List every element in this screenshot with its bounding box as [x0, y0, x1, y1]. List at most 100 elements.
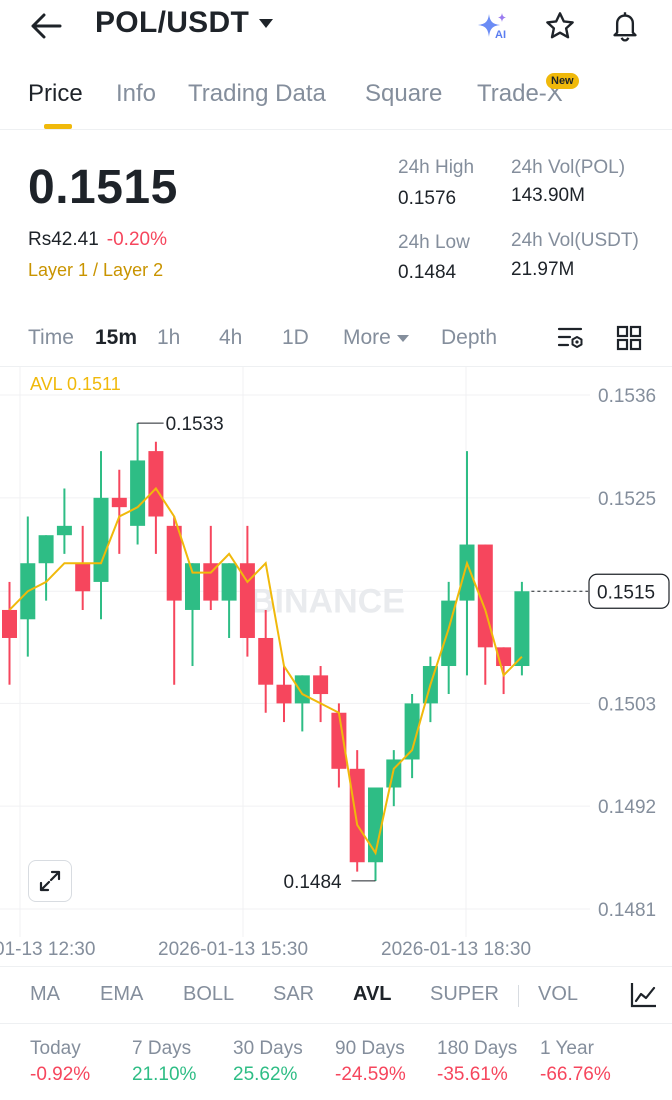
price-sub: Rs42.41 -0.20% [28, 229, 167, 251]
pair-selector[interactable]: POL/USDT [95, 6, 274, 40]
ai-sparkle-icon[interactable]: AI [474, 6, 514, 46]
perf-label-today: Today [30, 1038, 81, 1059]
expand-icon [39, 870, 61, 892]
caret-down-icon [396, 334, 409, 342]
high-marker-label: 0.1533 [166, 414, 224, 435]
interval-1d[interactable]: 1D [282, 326, 309, 349]
candle-body [276, 684, 292, 704]
price-chart[interactable]: BINANCE 0.1536 0.1525 0.1503 0.1492 0.1481 0.1… [0, 366, 672, 966]
candlestick-chart: BINANCE 0.1536 0.1525 0.1503 0.1492 0.1481 0.1… [0, 367, 670, 960]
indicator-ema[interactable]: EMA [100, 983, 144, 1005]
tab-price[interactable]: Price [28, 80, 83, 107]
active-tab-indicator [44, 124, 72, 129]
candle-body [185, 563, 200, 610]
perf-value-30d: 25.62% [233, 1064, 298, 1085]
24h-vol-quote-label: 24h Vol(USDT) [511, 230, 639, 251]
candle-body [75, 563, 91, 592]
watermark-text: BINANCE [250, 583, 405, 621]
interval-depth[interactable]: Depth [441, 326, 498, 349]
indicator-vol[interactable]: VOL [538, 983, 579, 1005]
candle-body [221, 563, 237, 601]
candle-body [294, 675, 310, 704]
local-currency-price: Rs42.41 [28, 229, 99, 250]
interval-more-label: More [343, 326, 391, 349]
perf-value-today: -0.92% [30, 1064, 91, 1085]
indicator-divider [518, 985, 519, 1007]
interval-more[interactable]: More [343, 326, 409, 350]
perf-label-7d: 7 Days [132, 1038, 192, 1059]
indicator-ma[interactable]: MA [30, 983, 60, 1005]
candle-body [258, 637, 274, 685]
top-bar: POL/USDT AI [0, 0, 672, 56]
24h-low-label: 24h Low [398, 232, 470, 253]
y-tick-label: 0.1492 [598, 797, 656, 818]
candle-body [38, 535, 54, 564]
main-tabs: Price Info Trading Data Square Trade-X N… [0, 73, 672, 130]
expand-chart-button[interactable] [28, 860, 72, 902]
y-tick-label: 0.1481 [598, 900, 656, 921]
candle-body [349, 768, 365, 863]
perf-label-1y: 1 Year [540, 1038, 594, 1059]
y-tick-label: 0.1536 [598, 386, 656, 407]
interval-selector: Time 15m 1h 4h 1D More Depth [0, 322, 672, 356]
y-tick-label: 0.1503 [598, 694, 656, 715]
star-icon[interactable] [540, 6, 580, 46]
candle-body [459, 544, 475, 601]
perf-label-90d: 90 Days [335, 1038, 405, 1059]
candle-body [111, 497, 127, 508]
perf-value-1y: -66.76% [540, 1064, 611, 1085]
24h-high-label: 24h High [398, 157, 475, 178]
avl-indicator-label: AVL 0.1511 [30, 374, 121, 394]
new-badge: New [546, 73, 579, 89]
24h-vol-base-value: 143.90M [511, 185, 585, 206]
back-arrow-icon[interactable] [26, 8, 66, 44]
candle-body [203, 563, 219, 601]
perf-label-30d: 30 Days [233, 1038, 303, 1059]
candle-body [313, 675, 329, 695]
candle-body [239, 563, 255, 638]
indicator-avl[interactable]: AVL [353, 983, 392, 1005]
layout-grid-icon[interactable] [613, 322, 645, 354]
tab-info[interactable]: Info [116, 80, 157, 107]
x-tick-label: 2026-01-13 15:30 [158, 939, 308, 960]
interval-15m[interactable]: 15m [95, 326, 138, 349]
chart-settings-icon[interactable] [555, 322, 587, 354]
line-chart-icon [630, 983, 656, 1008]
svg-text:AI: AI [495, 29, 506, 41]
perf-label-180d: 180 Days [437, 1038, 518, 1059]
candle-body [331, 712, 347, 769]
caret-down-icon [259, 18, 274, 28]
candle-body [368, 787, 383, 863]
24h-vol-base-label: 24h Vol(POL) [511, 157, 626, 178]
indicator-super[interactable]: SUPER [430, 983, 499, 1005]
x-tick-label: 01-13 12:30 [0, 939, 95, 960]
candle-body [2, 609, 17, 638]
indicator-sar[interactable]: SAR [273, 983, 315, 1005]
indicator-boll[interactable]: BOLL [183, 983, 235, 1005]
pair-name: POL/USDT [95, 6, 250, 39]
current-price-label: 0.1515 [597, 582, 655, 603]
candle-body [166, 525, 182, 601]
price-change-percent: -0.20% [106, 229, 167, 250]
tab-trading-data[interactable]: Trading Data [188, 80, 326, 107]
bell-icon[interactable] [605, 6, 645, 46]
perf-value-7d: 21.10% [132, 1064, 197, 1085]
x-tick-label: 2026-01-13 18:30 [381, 939, 531, 960]
candle-body [93, 497, 109, 582]
avl-line [8, 486, 523, 856]
candle-body [404, 703, 420, 760]
tab-square[interactable]: Square [365, 80, 443, 107]
indicator-chart-button[interactable] [616, 975, 672, 1015]
y-tick-label: 0.1525 [598, 489, 656, 510]
interval-1h[interactable]: 1h [157, 326, 181, 349]
indicator-tabs: MA EMA BOLL SAR AVL SUPER VOL M [0, 966, 672, 1024]
interval-4h[interactable]: 4h [219, 326, 243, 349]
last-price: 0.1515 [28, 161, 178, 214]
interval-time[interactable]: Time [28, 326, 74, 349]
24h-vol-quote-value: 21.97M [511, 259, 575, 280]
perf-value-90d: -24.59% [335, 1064, 406, 1085]
24h-low-value: 0.1484 [398, 262, 457, 283]
candle-body [56, 525, 72, 536]
candle-body [148, 451, 164, 517]
category-tag[interactable]: Layer 1 / Layer 2 [28, 260, 164, 280]
